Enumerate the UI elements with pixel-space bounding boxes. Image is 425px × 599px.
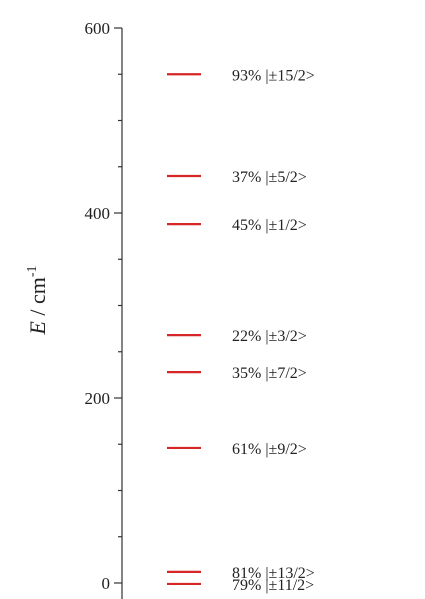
y-axis-label-exponent: -1 <box>25 265 40 277</box>
energy-level-label: 45% |±1/2> <box>232 217 307 234</box>
energy-level-label: 61% |±9/2> <box>232 441 307 458</box>
y-axis-label-unit: cm <box>25 277 50 304</box>
energy-levels: 93% |±15/2> 37% |±5/2> 45% |±1/2> 22% |±3/2… <box>167 67 315 594</box>
y-tick-label: 200 <box>85 389 111 408</box>
energy-level-label: 81% |±13/2> <box>232 565 315 582</box>
y-axis: 0 200 400 600 <box>85 19 123 599</box>
y-tick-label: 0 <box>102 574 111 593</box>
y-axis-label: E / cm-1 <box>25 265 50 335</box>
energy-level-label: 35% |±7/2> <box>232 365 307 382</box>
y-tick-label: 400 <box>85 204 111 223</box>
y-axis-label-symbol: E <box>25 321 50 336</box>
energy-level-label: 79% |±11/2> <box>232 577 314 594</box>
y-axis-label-separator: / <box>25 304 50 321</box>
energy-level-label: 22% |±3/2> <box>232 328 307 345</box>
energy-level-label: 93% |±15/2> <box>232 67 315 84</box>
y-tick-label: 600 <box>85 19 111 38</box>
energy-level-label: 37% |±5/2> <box>232 169 307 186</box>
